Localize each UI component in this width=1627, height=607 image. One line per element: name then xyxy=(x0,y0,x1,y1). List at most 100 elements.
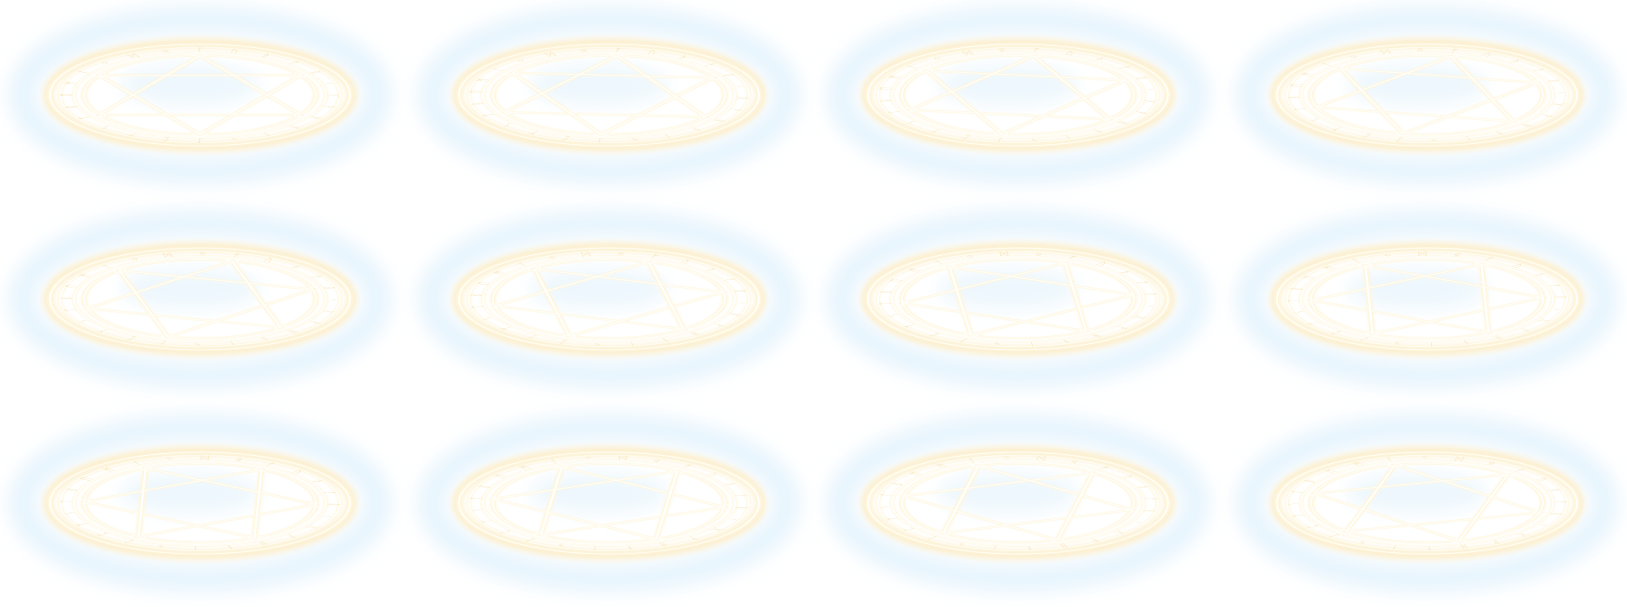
svg-text:ᚨ: ᚨ xyxy=(1545,284,1563,288)
svg-text:ᛗ: ᛗ xyxy=(887,75,905,80)
svg-text:ᛁ: ᛁ xyxy=(191,545,200,551)
magic-circle-graphic: ᚠᚢᚦᚨᚱᚲᚷᚹᚺᚾᛁᛃᛇᛈᛉᛊᛏᛒᛖᛗᛚᛜᛞᛟ xyxy=(5,412,395,607)
svg-text:ᛃ: ᛃ xyxy=(155,543,168,549)
svg-text:ᚱ: ᚱ xyxy=(1142,293,1159,296)
svg-text:ᛉ: ᛉ xyxy=(1290,513,1308,517)
svg-text:ᛚ: ᛚ xyxy=(966,457,979,463)
svg-text:ᚾ: ᚾ xyxy=(1025,545,1035,551)
svg-text:ᚱ: ᚱ xyxy=(1545,79,1563,83)
svg-text:ᛟ: ᛟ xyxy=(616,251,626,257)
svg-text:ᚠ: ᚠ xyxy=(1065,255,1079,261)
svg-text:ᛊ: ᛊ xyxy=(885,313,903,318)
svg-text:ᛇ: ᛇ xyxy=(196,137,204,142)
svg-text:ᚷ: ᚷ xyxy=(325,94,341,97)
svg-text:ᛁ: ᛁ xyxy=(1427,341,1436,347)
svg-text:ᚠ: ᚠ xyxy=(196,47,204,52)
svg-text:ᛉ: ᛉ xyxy=(478,519,496,524)
svg-text:ᚺ: ᚺ xyxy=(1057,542,1070,548)
svg-text:ᚦ: ᚦ xyxy=(1546,488,1564,492)
svg-text:ᚷ: ᚷ xyxy=(1130,315,1148,320)
svg-text:ᚨ: ᚨ xyxy=(1552,501,1568,504)
svg-text:ᛏ: ᛏ xyxy=(1286,299,1302,302)
svg-text:ᛇ: ᛇ xyxy=(157,339,169,345)
svg-text:ᛃ: ᛃ xyxy=(193,341,202,347)
magic-circle-frame: ᚠᚢᚦᚨᚱᚲᚷᚹᚺᚾᛁᛃᛇᛈᛉᛊᛏᛒᛖᛗᛚᛜᛞᛟ xyxy=(1232,412,1622,607)
svg-text:ᛟ: ᛟ xyxy=(1415,47,1424,53)
svg-text:ᛇ: ᛇ xyxy=(595,137,604,143)
svg-text:ᛏ: ᛏ xyxy=(886,110,904,115)
svg-text:ᛞ: ᛞ xyxy=(961,50,975,56)
svg-text:ᛇ: ᛇ xyxy=(557,338,570,344)
svg-text:ᛖ: ᛖ xyxy=(475,281,493,286)
svg-text:ᛇ: ᛇ xyxy=(957,337,971,343)
svg-text:ᛒ: ᛒ xyxy=(64,488,82,492)
svg-text:ᚨ: ᚨ xyxy=(1142,497,1159,500)
magic-circle-graphic: ᚠᚢᚦᚨᚱᚲᚷᚹᚺᚾᛁᛃᛇᛈᛉᛊᛏᛒᛖᛗᛚᛜᛞᛟ xyxy=(823,208,1213,403)
svg-text:ᛊ: ᛊ xyxy=(877,505,894,508)
svg-text:ᚱ: ᚱ xyxy=(1132,76,1150,81)
svg-text:ᛖ: ᛖ xyxy=(887,278,905,283)
magic-circle-frame: ᚠᚢᚦᚨᚱᚲᚷᚹᚺᚾᛁᛃᛇᛈᛉᛊᛏᛒᛖᛗᛚᛜᛞᛟ xyxy=(823,412,1213,607)
magic-circle-graphic: ᚠᚢᚦᚨᚱᚲᚷᚹᚺᚾᛁᛃᛇᛈᛉᛊᛏᛒᛖᛗᛚᛜᛞᛟ xyxy=(1232,412,1622,607)
svg-text:ᛈ: ᛈ xyxy=(959,134,973,140)
svg-text:ᛏ: ᛏ xyxy=(1292,107,1310,111)
magic-circle-graphic: ᚠᚢᚦᚨᚱᚲᚷᚹᚺᚾᛁᛃᛇᛈᛉᛊᛏᛒᛖᛗᛚᛜᛞᛟ xyxy=(414,412,804,607)
svg-text:ᛈ: ᛈ xyxy=(559,135,572,141)
magic-circle-graphic: ᚠᚢᚦᚨᚱᚲᚷᚹᚺᚾᛁᛃᛇᛈᛉᛊᛏᛒᛖᛗᛚᛜᛞᛟ xyxy=(1232,4,1622,199)
svg-text:ᚢ: ᚢ xyxy=(1480,52,1495,58)
svg-text:ᚨ: ᚨ xyxy=(721,277,739,282)
magic-circle-frame: ᚠᚢᚦᚨᚱᚲᚷᚹᚺᚾᛁᛃᛇᛈᛉᛊᛏᛒᛖᛗᛚᛜᛞᛟ xyxy=(414,208,804,403)
svg-text:ᚠ: ᚠ xyxy=(648,253,661,259)
svg-text:ᚦ: ᚦ xyxy=(1134,485,1152,490)
svg-text:ᛟ: ᛟ xyxy=(198,251,207,257)
svg-text:ᛊ: ᛊ xyxy=(1291,310,1309,314)
svg-text:ᚦ: ᚦ xyxy=(721,482,739,487)
svg-text:ᛞ: ᛞ xyxy=(618,455,628,461)
svg-text:ᛟ: ᛟ xyxy=(233,457,246,463)
svg-text:ᚾ: ᚾ xyxy=(658,337,672,343)
svg-text:ᚢ: ᚢ xyxy=(1063,50,1077,56)
svg-text:ᚾ: ᚾ xyxy=(1059,338,1073,344)
svg-text:ᛃ: ᛃ xyxy=(593,341,603,347)
svg-text:ᛟ: ᛟ xyxy=(1067,459,1081,465)
magic-circle-frame: ᚠᚢᚦᚨᚱᚲᚷᚹᚺᚾᛁᛃᛇᛈᛉᛊᛏᛒᛖᛗᛚᛜᛞᛟ xyxy=(5,412,395,607)
svg-text:ᛈ: ᛈ xyxy=(1359,132,1374,138)
svg-text:ᛞ: ᛞ xyxy=(999,251,1009,257)
svg-text:ᛊ: ᛊ xyxy=(1286,502,1302,505)
svg-text:ᛜ: ᛜ xyxy=(1002,455,1012,461)
svg-text:ᛒ: ᛒ xyxy=(468,293,485,296)
svg-text:ᚱ: ᚱ xyxy=(719,73,737,78)
svg-text:ᛒ: ᛒ xyxy=(59,297,75,300)
svg-text:ᛞ: ᛞ xyxy=(1418,251,1427,257)
svg-text:ᛜ: ᛜ xyxy=(1420,455,1429,461)
svg-text:ᛏ: ᛏ xyxy=(59,500,75,503)
svg-text:ᚷ: ᚷ xyxy=(319,309,337,313)
magic-circle-frame: ᚠᚢᚦᚨᚱᚲᚷᚹᚺᚾᛁᛃᛇᛈᛉᛊᛏᛒᛖᛗᛚᛜᛞᛟ xyxy=(5,208,395,403)
svg-text:ᚱ: ᚱ xyxy=(325,503,341,506)
svg-text:ᚲ: ᚲ xyxy=(1130,520,1148,525)
magic-circle-frame: ᚠᚢᚦᚨᚱᚲᚷᚹᚺᚾᛁᛃᛇᛈᛉᛊᛏᛒᛖᛗᛚᛜᛞᛟ xyxy=(414,4,804,199)
svg-text:ᚠ: ᚠ xyxy=(230,253,242,259)
svg-text:ᚺ: ᚺ xyxy=(1457,543,1469,549)
svg-text:ᛒ: ᛒ xyxy=(888,481,906,486)
svg-text:ᛗ: ᛗ xyxy=(474,78,492,82)
svg-text:ᚱ: ᚱ xyxy=(733,506,750,509)
svg-text:ᚢ: ᚢ xyxy=(646,49,659,55)
svg-text:ᛁ: ᛁ xyxy=(660,133,675,139)
magic-circle-frame: ᚠᚢᚦᚨᚱᚲᚷᚹᚺᚾᛁᛃᛇᛈᛉᛊᛏᛒᛖᛗᛚᛜᛞᛟ xyxy=(1232,208,1622,403)
magic-circle-graphic: ᚠᚢᚦᚨᚱᚲᚷᚹᚺᚾᛁᛃᛇᛈᛉᛊᛏᛒᛖᛗᛚᛜᛞᛟ xyxy=(823,412,1213,607)
magic-circle-graphic: ᚠᚢᚦᚨᚱᚲᚷᚹᚺᚾᛁᛃᛇᛈᛉᛊᛏᛒᛖᛗᛚᛜᛞᛟ xyxy=(414,4,804,199)
svg-text:ᚠ: ᚠ xyxy=(614,47,623,53)
svg-text:ᛞ: ᛞ xyxy=(200,455,209,461)
svg-text:ᚲ: ᚲ xyxy=(1552,91,1568,94)
svg-text:ᛏ: ᛏ xyxy=(877,302,894,305)
svg-text:ᚾ: ᚾ xyxy=(1425,545,1434,551)
svg-text:ᛞ: ᛞ xyxy=(1379,49,1392,55)
